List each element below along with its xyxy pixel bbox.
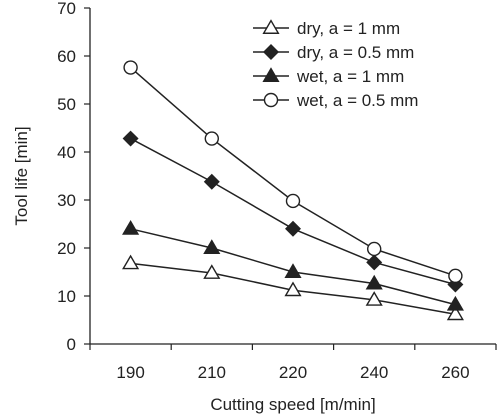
data-point	[367, 241, 382, 257]
legend-label: dry, a = 0.5 mm	[297, 43, 414, 62]
ticks: 0 10 20 30 40 50 60 70 190 210 220 240 260	[57, 0, 497, 382]
data-point	[446, 305, 464, 321]
data-point	[285, 193, 301, 209]
y-tick-label: 10	[57, 287, 76, 306]
data-point	[446, 295, 464, 311]
series-line	[130, 137, 456, 286]
data-point	[284, 281, 302, 297]
y-axis-title: Tool life [min]	[12, 126, 31, 225]
y-tick-label: 70	[57, 0, 76, 18]
legend-marker	[263, 44, 279, 60]
y-tick-label: 0	[67, 335, 76, 354]
data-point	[123, 60, 138, 75]
y-tick-label: 60	[57, 47, 76, 66]
data-point	[448, 268, 463, 284]
x-axis-title: Cutting speed [m/min]	[210, 395, 375, 414]
x-tick-label: 210	[198, 363, 226, 382]
x-tick-label: 190	[116, 363, 144, 382]
y-tick-label: 30	[57, 191, 76, 210]
data-point	[122, 254, 140, 270]
data-point	[203, 239, 221, 254]
y-tick-label: 50	[57, 95, 76, 114]
data-point	[284, 263, 302, 278]
x-tick-label: 260	[441, 363, 469, 382]
legend-label: wet, a = 1 mm	[296, 67, 404, 86]
data-point	[203, 173, 220, 190]
legend-marker	[262, 19, 280, 34]
legend-label: dry, a = 1 mm	[297, 19, 400, 38]
data-point	[365, 291, 383, 306]
y-tick-label: 20	[57, 239, 76, 258]
data-point	[122, 220, 140, 235]
legend: dry, a = 1 mm dry, a = 0.5 mm wet, a = 1 m…	[253, 19, 418, 110]
data-point	[285, 220, 301, 237]
axes	[89, 8, 496, 345]
series-markers	[122, 60, 464, 321]
legend-marker	[263, 92, 279, 108]
y-tick-label: 40	[57, 143, 76, 162]
data-point	[204, 131, 220, 146]
data-point	[122, 130, 139, 147]
data-point	[366, 254, 383, 271]
legend-marker	[262, 67, 280, 82]
data-point	[365, 274, 383, 290]
x-tick-label: 220	[279, 363, 307, 382]
x-tick-label: 240	[360, 363, 388, 382]
data-point	[203, 264, 221, 279]
legend-label: wet, a = 0.5 mm	[296, 91, 418, 110]
